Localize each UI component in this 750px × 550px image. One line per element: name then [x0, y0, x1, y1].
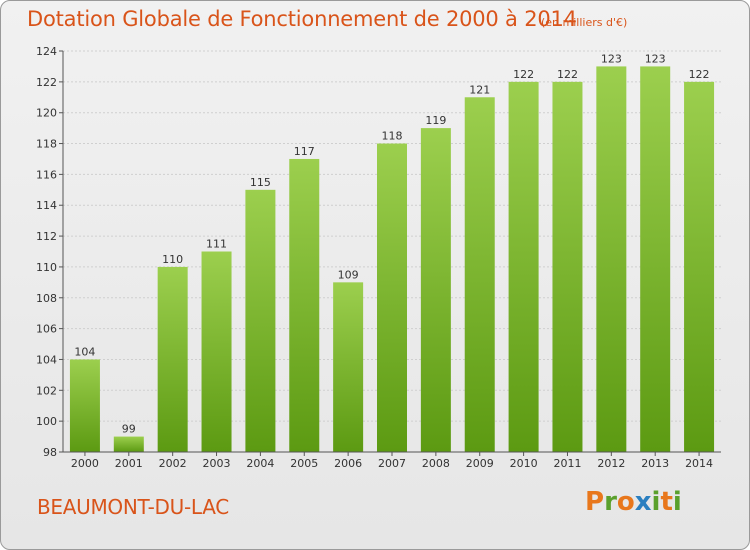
- y-tick-label: 106: [36, 323, 57, 336]
- x-tick-label-2004: 2004: [246, 457, 274, 470]
- y-tick-label: 108: [36, 292, 57, 305]
- bar-2014: [684, 81, 715, 452]
- bar-2004: [245, 189, 276, 453]
- bar-2012: [596, 66, 627, 452]
- bar-2006: [333, 282, 364, 452]
- logo-letter: r: [604, 487, 617, 517]
- data-label-2009: 121: [469, 83, 490, 96]
- x-tick-label-2005: 2005: [290, 457, 318, 470]
- logo-letter: i: [672, 487, 682, 517]
- bar-2013: [640, 66, 671, 452]
- x-tick-label-2006: 2006: [334, 457, 362, 470]
- x-tick-label-2013: 2013: [641, 457, 669, 470]
- city-name: BEAUMONT-DU-LAC: [37, 495, 229, 519]
- bar-2010: [508, 81, 539, 452]
- x-tick-label-2001: 2001: [115, 457, 143, 470]
- x-tick-label-2011: 2011: [553, 457, 581, 470]
- x-tick-label-2003: 2003: [203, 457, 231, 470]
- x-tick-label-2007: 2007: [378, 457, 406, 470]
- y-tick-label: 98: [43, 446, 57, 459]
- bar-2001: [113, 436, 144, 452]
- y-tick-label: 116: [36, 168, 57, 181]
- proxiti-logo: Proxiti: [585, 487, 682, 517]
- y-tick-label: 118: [36, 138, 57, 151]
- data-label-2010: 122: [513, 68, 534, 81]
- x-tick-label-2014: 2014: [685, 457, 713, 470]
- logo-letter: x: [634, 487, 652, 517]
- data-label-2005: 117: [294, 145, 315, 158]
- y-tick-label: 104: [36, 353, 57, 366]
- data-label-2001: 99: [122, 423, 136, 436]
- y-tick-label: 120: [36, 107, 57, 120]
- x-tick-label-2009: 2009: [466, 457, 494, 470]
- bar-2003: [201, 251, 232, 452]
- bar-2000: [69, 359, 100, 452]
- y-tick-label: 100: [36, 415, 57, 428]
- data-label-2014: 122: [689, 68, 710, 81]
- data-label-2000: 104: [74, 345, 95, 358]
- data-label-2002: 110: [162, 253, 183, 266]
- logo-letter: t: [660, 487, 673, 517]
- x-tick-label-2010: 2010: [510, 457, 538, 470]
- x-tick-label-2012: 2012: [597, 457, 625, 470]
- bar-2008: [420, 128, 451, 452]
- x-tick-label-2008: 2008: [422, 457, 450, 470]
- chart-title: Dotation Globale de Fonctionnement de 20…: [27, 7, 577, 31]
- data-label-2007: 118: [382, 130, 403, 143]
- data-label-2004: 115: [250, 176, 271, 189]
- bar-2009: [464, 97, 495, 453]
- y-tick-label: 114: [36, 199, 57, 212]
- data-label-2012: 123: [601, 52, 622, 65]
- y-tick-label: 122: [36, 76, 57, 89]
- data-label-2003: 111: [206, 238, 227, 251]
- logo-letter: P: [585, 487, 605, 517]
- chart-subtitle: (en milliers d'€): [541, 16, 628, 29]
- bar-2005: [289, 158, 320, 452]
- x-tick-label-2000: 2000: [71, 457, 99, 470]
- bar-2002: [157, 266, 188, 452]
- y-tick-label: 102: [36, 384, 57, 397]
- data-label-2013: 123: [645, 52, 666, 65]
- bar-2007: [377, 143, 407, 453]
- y-tick-label: 112: [36, 230, 57, 243]
- data-label-2006: 109: [338, 268, 359, 281]
- y-tick-label: 110: [36, 261, 57, 274]
- data-label-2008: 119: [425, 114, 446, 127]
- x-tick-label-2002: 2002: [159, 457, 187, 470]
- logo-letter: i: [651, 487, 661, 517]
- y-tick-label: 124: [36, 45, 57, 58]
- data-label-2011: 122: [557, 68, 578, 81]
- logo-letter: o: [616, 487, 635, 517]
- bar-2011: [552, 81, 583, 452]
